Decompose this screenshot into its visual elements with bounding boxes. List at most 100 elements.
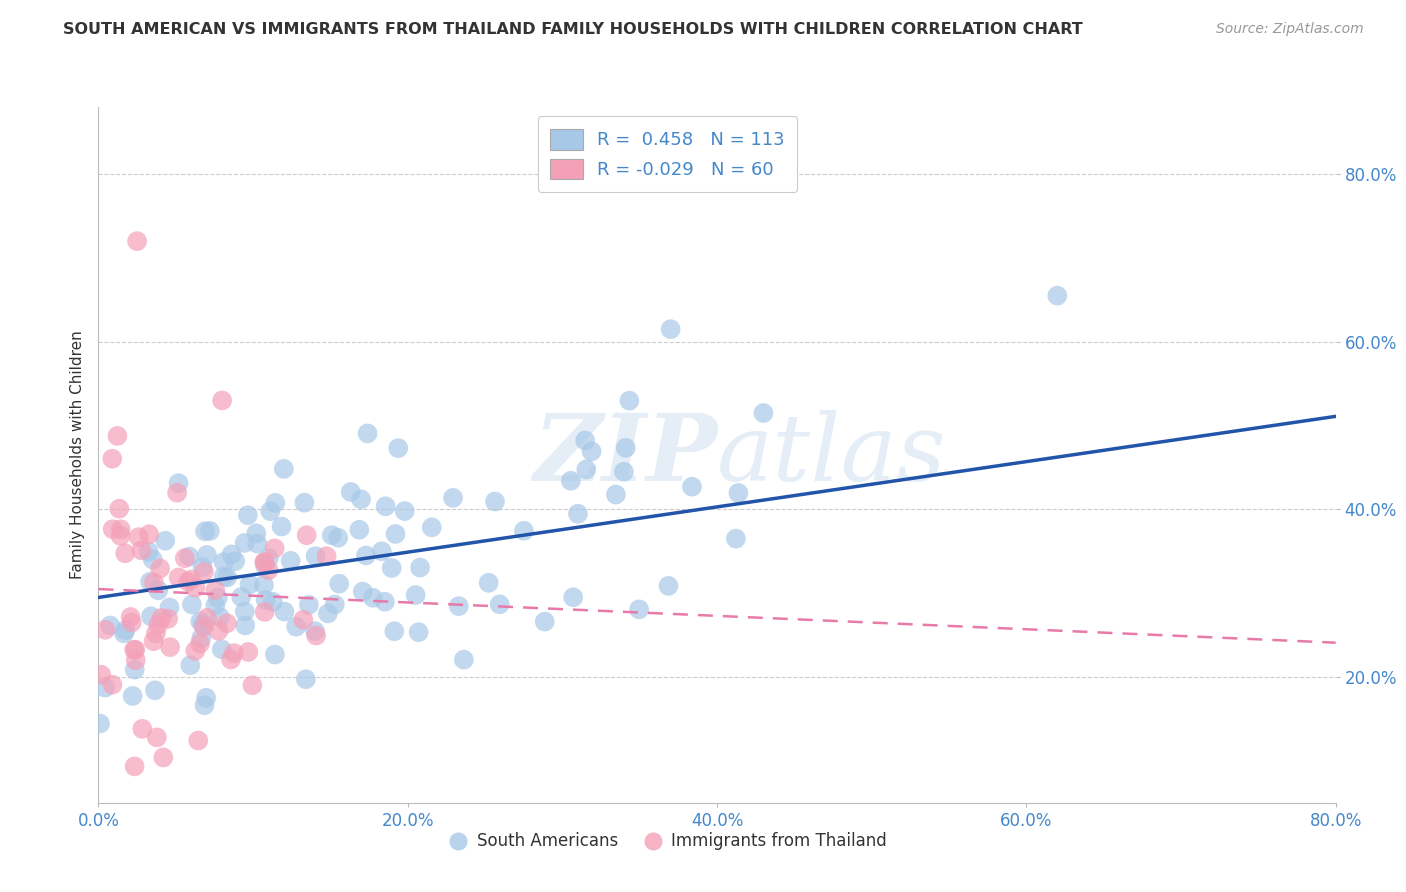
Point: [114, 546, 136, 560]
Point: [231, 590, 253, 604]
Point: [387, 441, 409, 455]
Point: [562, 591, 585, 605]
Point: [149, 561, 172, 575]
Point: [659, 322, 682, 336]
Point: [224, 554, 246, 568]
Point: [408, 625, 430, 640]
Point: [339, 485, 361, 500]
Point: [253, 605, 276, 619]
Point: [195, 611, 218, 625]
Point: [98, 618, 121, 632]
Point: [139, 574, 162, 589]
Point: [184, 581, 207, 595]
Point: [114, 623, 136, 637]
Point: [382, 624, 405, 639]
Point: [219, 652, 242, 666]
Point: [350, 492, 373, 507]
Point: [233, 605, 256, 619]
Point: [159, 600, 181, 615]
Point: [328, 576, 350, 591]
Point: [110, 522, 132, 536]
Point: [155, 533, 177, 548]
Point: [159, 640, 181, 654]
Point: [142, 634, 165, 648]
Point: [304, 624, 326, 639]
Point: [139, 609, 162, 624]
Point: [101, 522, 124, 536]
Point: [305, 628, 328, 642]
Point: [264, 496, 287, 510]
Point: [245, 526, 267, 541]
Point: [280, 554, 302, 568]
Point: [292, 613, 315, 627]
Point: [124, 759, 146, 773]
Point: [138, 527, 160, 541]
Point: [285, 620, 308, 634]
Point: [581, 444, 603, 458]
Point: [131, 722, 153, 736]
Point: [295, 672, 318, 686]
Point: [560, 474, 582, 488]
Point: [94, 623, 117, 637]
Point: [238, 577, 260, 591]
Point: [166, 485, 188, 500]
Point: [148, 583, 170, 598]
Point: [204, 599, 226, 613]
Point: [270, 519, 292, 533]
Point: [409, 560, 432, 574]
Point: [179, 549, 201, 564]
Text: Source: ZipAtlas.com: Source: ZipAtlas.com: [1216, 22, 1364, 37]
Point: [619, 393, 641, 408]
Point: [253, 578, 276, 592]
Point: [138, 544, 160, 558]
Point: [681, 480, 703, 494]
Legend: South Americans, Immigrants from Thailand: South Americans, Immigrants from Thailan…: [441, 826, 894, 857]
Point: [188, 615, 211, 629]
Point: [384, 527, 406, 541]
Point: [361, 591, 384, 605]
Point: [295, 528, 318, 542]
Point: [724, 532, 747, 546]
Point: [193, 565, 215, 579]
Text: SOUTH AMERICAN VS IMMIGRANTS FROM THAILAND FAMILY HOUSEHOLDS WITH CHILDREN CORRE: SOUTH AMERICAN VS IMMIGRANTS FROM THAILA…: [63, 22, 1083, 37]
Point: [1046, 288, 1069, 302]
Point: [121, 615, 143, 630]
Point: [488, 597, 510, 611]
Point: [215, 616, 238, 631]
Point: [146, 731, 169, 745]
Point: [328, 531, 350, 545]
Point: [204, 583, 226, 598]
Point: [371, 544, 394, 558]
Point: [236, 508, 259, 523]
Point: [89, 716, 111, 731]
Point: [195, 690, 218, 705]
Point: [187, 733, 209, 747]
Point: [207, 591, 229, 605]
Point: [727, 486, 749, 500]
Point: [148, 617, 170, 632]
Point: [212, 569, 235, 583]
Point: [173, 551, 195, 566]
Point: [90, 667, 112, 681]
Point: [381, 561, 404, 575]
Point: [208, 610, 231, 624]
Point: [194, 524, 217, 539]
Point: [105, 429, 128, 443]
Point: [657, 579, 679, 593]
Point: [394, 504, 416, 518]
Point: [121, 689, 143, 703]
Point: [112, 626, 135, 640]
Point: [614, 441, 637, 455]
Point: [240, 678, 263, 692]
Text: atlas: atlas: [717, 410, 946, 500]
Point: [316, 607, 339, 621]
Point: [352, 584, 374, 599]
Point: [180, 598, 202, 612]
Point: [254, 593, 277, 607]
Point: [142, 552, 165, 566]
Point: [259, 504, 281, 518]
Point: [212, 555, 235, 569]
Point: [574, 434, 596, 448]
Point: [94, 681, 117, 695]
Point: [127, 234, 149, 248]
